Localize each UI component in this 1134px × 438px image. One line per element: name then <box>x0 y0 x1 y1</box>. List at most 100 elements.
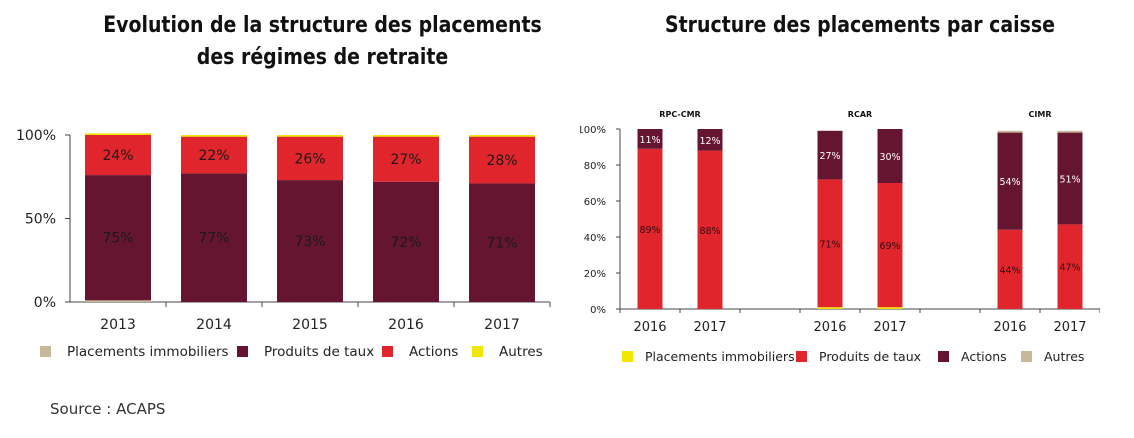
data-label: 30% <box>879 152 900 163</box>
bar-segment <box>469 183 535 302</box>
y-tick-label: 100% <box>16 128 56 144</box>
data-label: 72% <box>390 235 421 251</box>
x-tick-label: 2017 <box>693 320 726 335</box>
y-tick-label: 60% <box>584 197 606 208</box>
legend-swatch <box>1021 351 1032 362</box>
data-label: 22% <box>198 148 229 164</box>
data-label: 77% <box>198 231 229 247</box>
bar-segment <box>1057 132 1083 225</box>
legend-label: Placements immobiliers <box>645 349 795 364</box>
data-label: 54% <box>999 177 1020 188</box>
data-label: 11% <box>639 135 660 146</box>
legend-label: Produits de taux <box>264 344 374 360</box>
bar-segment <box>817 130 843 180</box>
bar-segment <box>85 175 151 301</box>
legend-label: Autres <box>499 344 543 360</box>
group-label: RPC-CMR <box>659 110 700 119</box>
data-label: 12% <box>699 136 720 147</box>
legend-label: Produits de taux <box>819 349 921 364</box>
x-tick-label: 2017 <box>873 320 906 335</box>
bar-segment <box>277 136 343 181</box>
legend-label: Placements immobiliers <box>67 344 229 360</box>
x-tick-label: 2015 <box>292 317 328 333</box>
bar-segment <box>637 129 663 149</box>
bar-segment <box>817 307 843 309</box>
source-note: Source : ACAPS <box>50 400 166 418</box>
group-label: RCAR <box>848 110 872 119</box>
chart-left-title-line-1: Evolution de la structure des placements <box>103 13 542 38</box>
bar-segment <box>277 180 343 302</box>
y-tick-label: 100% <box>580 125 606 136</box>
bar-segment <box>181 173 247 302</box>
y-tick-label: 40% <box>584 233 606 244</box>
y-tick-label: 20% <box>584 269 606 280</box>
bar-segment <box>85 135 151 176</box>
bar-segment <box>997 132 1023 230</box>
x-tick-label: 2014 <box>196 317 232 333</box>
x-tick-label: 2016 <box>993 320 1026 335</box>
data-label: 89% <box>639 225 660 236</box>
y-tick-label: 0% <box>34 295 56 311</box>
bar-segment <box>817 179 843 308</box>
bar-segment <box>469 135 535 137</box>
bar-segment <box>997 130 1023 133</box>
data-label: 24% <box>102 148 133 164</box>
y-tick-label: 50% <box>25 212 56 228</box>
data-label: 71% <box>819 239 840 250</box>
data-label: 27% <box>390 152 421 168</box>
legend-label: Actions <box>409 344 458 360</box>
legend-swatch <box>40 346 51 357</box>
data-label: 47% <box>1059 263 1080 274</box>
x-tick-label: 2016 <box>633 320 666 335</box>
legend-swatch <box>237 346 248 357</box>
legend-swatch <box>938 351 949 362</box>
legend-label: Actions <box>961 349 1007 364</box>
chart-right: 0% 20% 40% 60% 80% 100% RPC-CMR 89% 11% 2016 88% 12… <box>580 110 1100 364</box>
bar-segment <box>877 183 903 308</box>
chart-left: 0% 50% 100% 75% 24% 2013 77% 22% 2014 73% 26% 2015 7… <box>16 128 551 360</box>
bar-segment <box>1057 224 1083 309</box>
y-tick-label: 0% <box>590 305 606 316</box>
data-label: 51% <box>1059 175 1080 186</box>
data-label: 28% <box>486 153 517 169</box>
bar-segment <box>637 148 663 309</box>
data-label: 26% <box>294 151 325 167</box>
bar-segment <box>181 136 247 174</box>
x-tick-label: 2013 <box>100 317 136 333</box>
bar-segment <box>277 135 343 137</box>
bar-segment <box>877 307 903 309</box>
x-tick-label: 2016 <box>388 317 424 333</box>
bar-segment <box>697 129 723 151</box>
chart-right-title: Structure des placements par caisse <box>665 13 1055 38</box>
data-label: 71% <box>486 236 517 252</box>
bar-segment <box>373 181 439 302</box>
bar-segment <box>373 136 439 182</box>
bar-segment <box>997 229 1023 309</box>
bar-segment <box>697 150 723 309</box>
x-tick-label: 2016 <box>813 320 846 335</box>
legend-swatch <box>796 351 807 362</box>
bar-segment <box>469 136 535 184</box>
group-label: CIMR <box>1029 110 1052 119</box>
bar-segment <box>1057 130 1083 133</box>
legend-label: Autres <box>1044 349 1084 364</box>
chart-left-title: Evolution de la structure des placements… <box>80 10 566 74</box>
data-label: 73% <box>294 234 325 250</box>
x-tick-label: 2017 <box>484 317 520 333</box>
chart-left-title-line-2: des régimes de retraite <box>196 45 449 70</box>
legend-swatch <box>472 346 483 357</box>
data-label: 75% <box>102 231 133 247</box>
bar-segment <box>85 133 151 135</box>
data-label: 69% <box>879 241 900 252</box>
data-label: 88% <box>699 226 720 237</box>
bar-segment <box>373 135 439 137</box>
legend-swatch <box>382 346 393 357</box>
bar-segment <box>877 129 903 183</box>
bar-segment <box>181 135 247 137</box>
data-label: 27% <box>819 151 840 162</box>
data-label: 44% <box>999 265 1020 276</box>
legend-swatch <box>622 351 633 362</box>
x-tick-label: 2017 <box>1053 320 1086 335</box>
y-tick-label: 80% <box>584 161 606 172</box>
bar-segment <box>85 300 151 302</box>
